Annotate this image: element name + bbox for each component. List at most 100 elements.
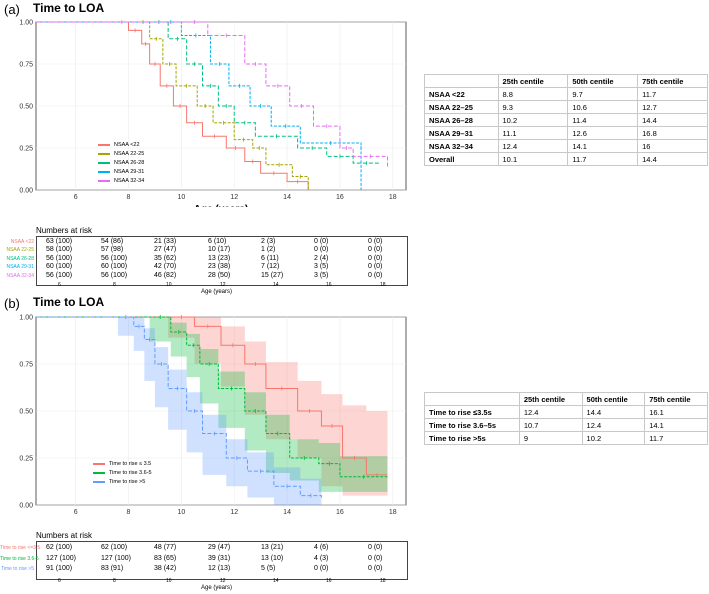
panel-a-legend-swatch xyxy=(98,170,110,173)
panel-a-x-tick-label: 16 xyxy=(336,194,344,201)
panel-a-legend-swatch xyxy=(98,179,110,182)
panel-a-header-cell: 25th centile xyxy=(497,74,569,88)
panel-a-risk-tick-label: 18 xyxy=(380,282,386,288)
panel-a-risk-row-label: NSAA 29-31 xyxy=(6,264,34,271)
panel-b-legend-swatch xyxy=(93,480,105,483)
panel-a-value-cell: 10.2 xyxy=(497,113,569,127)
panel-a-x-tick-label: 10 xyxy=(177,194,185,201)
panel-b-legend-swatch xyxy=(93,462,105,465)
panel-a-label: (a) xyxy=(4,2,20,17)
panel-a-risk-cell: 0 (0) xyxy=(314,238,329,245)
panel-b-risk-cell: 4 (3) xyxy=(314,554,329,562)
panel-a-table-row: NSAA 26–28 10.2 11.4 14.4 xyxy=(424,113,708,127)
panel-b-legend-swatch xyxy=(93,471,105,474)
panel-a-risk-cell: 42 (70) xyxy=(154,263,177,271)
panel-b-risk-cell: 12 (13) xyxy=(208,565,231,572)
panel-b-value-cell: 12.4 xyxy=(518,405,583,419)
panel-a-y-tick-label: 0.25 xyxy=(19,146,33,153)
panel-a-table-row: NSAA 29–31 11.1 12.6 16.8 xyxy=(424,126,708,140)
panel-b-risk-tick-label: 10 xyxy=(166,577,172,584)
panel-a-table-row: NSAA 32–34 12.4 14.1 16 xyxy=(424,139,708,153)
panel-a-value-cell: 11.7 xyxy=(637,87,708,101)
panel-b-legend-label: Time to rise 3.6-5 xyxy=(109,469,152,476)
panel-a-series-line xyxy=(36,21,388,167)
panel-a-risk-cell: 60 (100) xyxy=(101,263,128,271)
panel-b-y-tick-label: 0.25 xyxy=(19,456,33,463)
panel-a-series-line xyxy=(36,21,362,190)
panel-b-x-tick-label: 8 xyxy=(127,509,131,516)
panel-a-legend-swatch xyxy=(98,161,110,164)
panel-a-value-cell: 8.8 xyxy=(497,87,569,101)
panel-a-risk-cell: 23 (38) xyxy=(208,263,231,271)
panel-b-y-tick-label: 1.00 xyxy=(19,315,33,322)
panel-b-risk-cell: 29 (47) xyxy=(208,544,231,551)
panel-b-row-label: Time to rise ≤3.5s xyxy=(424,405,520,419)
panel-a-risk-cell: 28 (50) xyxy=(208,271,231,279)
panel-a-header-cell: 50th centile xyxy=(567,74,639,88)
panel-a-risk-row-label: NSAA 22-25 xyxy=(6,247,34,254)
panel-b-x-tick-label: 16 xyxy=(336,509,344,516)
panel-a-risk-cell: 6 (10) xyxy=(208,238,227,245)
panel-a-legend-label: NSAA 22-25 xyxy=(114,150,145,157)
panel-a-legend-item: NSAA 29-31 xyxy=(98,167,144,176)
panel-a-value-cell: 14.4 xyxy=(637,113,708,127)
panel-a-x-tick-label: 8 xyxy=(127,194,131,201)
panel-a-value-cell: 11.7 xyxy=(567,152,639,166)
panel-a-risk-cell: 0 (0) xyxy=(368,263,383,271)
panel-b-y-tick-label: 0.75 xyxy=(19,362,33,369)
panel-b-series-line xyxy=(36,316,388,478)
panel-a-value-cell: 12.6 xyxy=(567,126,639,140)
panel-a-legend-item: NSAA 22-25 xyxy=(98,149,144,158)
panel-b-value-cell: 10.2 xyxy=(581,431,646,445)
panel-b-risk-cell: 0 (0) xyxy=(368,554,383,562)
panel-a-risk-cell: 57 (98) xyxy=(101,246,124,254)
panel-a-risk-cell: 63 (100) xyxy=(46,238,73,245)
panel-a-value-cell: 11.1 xyxy=(497,126,569,140)
panel-a-risk-cell: 56 (100) xyxy=(101,254,128,262)
panel-a-row-label: NSAA <22 xyxy=(424,87,499,101)
panel-b-ci-band xyxy=(36,317,388,496)
panel-a-header-cell xyxy=(424,74,499,88)
panel-b-risk-row-label: Time to rise >5 xyxy=(0,566,34,572)
panel-b-risk-cell: 83 (65) xyxy=(154,554,177,562)
panel-b-risk-row-label: Time to rise <=3.5 xyxy=(0,545,41,551)
panel-a-title: Time to LOA xyxy=(33,1,105,15)
panel-a-risk-tick-label: 16 xyxy=(326,282,332,288)
panel-a-risk-cell: 56 (100) xyxy=(46,271,73,279)
panel-a-risk-row-label: NSAA 32-34 xyxy=(6,272,34,279)
panel-b-centile-table: 25th centile 50th centile 75th centile Time… xyxy=(424,392,708,445)
panel-b-y-tick-label: 0.00 xyxy=(19,503,33,510)
panel-b-risk-tick-label: 6 xyxy=(58,577,61,584)
panel-b-header-cell: 50th centile xyxy=(581,392,646,406)
panel-b-legend-item: Time to rise 3.6-5 xyxy=(93,468,152,477)
panel-a-value-cell: 9.3 xyxy=(497,100,569,114)
panel-a-legend-item: NSAA <22 xyxy=(98,140,144,149)
panel-a-y-tick-label: 0.75 xyxy=(19,62,33,69)
panel-a-row-label: NSAA 32–34 xyxy=(424,139,499,153)
panel-b-header-cell xyxy=(424,392,520,406)
panel-a-risk-tick-label: 8 xyxy=(113,282,116,288)
panel-a-legend: NSAA <22 NSAA 22-25 NSAA 26-28 NSAA 29-31 NS… xyxy=(98,140,144,185)
panel-a-y-tick-label: 0.50 xyxy=(19,104,33,111)
panel-a-centile-table: 25th centile 50th centile 75th centile NSAA… xyxy=(424,74,708,166)
panel-a-risk-table xyxy=(36,236,408,286)
panel-a-table-row: NSAA 22–25 9.3 10.6 12.7 xyxy=(424,100,708,114)
panel-a-risk-cell: 2 (3) xyxy=(261,238,276,245)
panel-a-risk-cell: 56 (100) xyxy=(101,271,128,279)
panel-b-x-tick-label: 6 xyxy=(74,509,78,516)
panel-a-value-cell: 12.4 xyxy=(497,139,569,153)
panel-b-risk-tick-label: 14 xyxy=(273,577,279,584)
panel-a-value-cell: 9.7 xyxy=(567,87,639,101)
panel-a-value-cell: 11.4 xyxy=(567,113,639,127)
panel-a-legend-label: NSAA <22 xyxy=(114,141,140,148)
panel-a-value-cell: 14.1 xyxy=(567,139,639,153)
panel-b-risk-x-label: Age (years) xyxy=(201,584,233,591)
panel-a-risk-cell: 56 (100) xyxy=(46,254,73,262)
panel-a-legend-item: NSAA 26-28 xyxy=(98,158,144,167)
panel-b-table-row: Time to rise >5s 9 10.2 11.7 xyxy=(424,431,708,445)
panel-b-legend: Time to rise ≤ 3.5 Time to rise 3.6-5 Time… xyxy=(93,459,152,486)
panel-b-risk-cell: 39 (31) xyxy=(208,554,231,562)
panel-b-series-line xyxy=(36,316,388,476)
panel-b-legend-label: Time to rise ≤ 3.5 xyxy=(109,460,152,467)
panel-a-x-tick-label: 14 xyxy=(283,194,291,201)
